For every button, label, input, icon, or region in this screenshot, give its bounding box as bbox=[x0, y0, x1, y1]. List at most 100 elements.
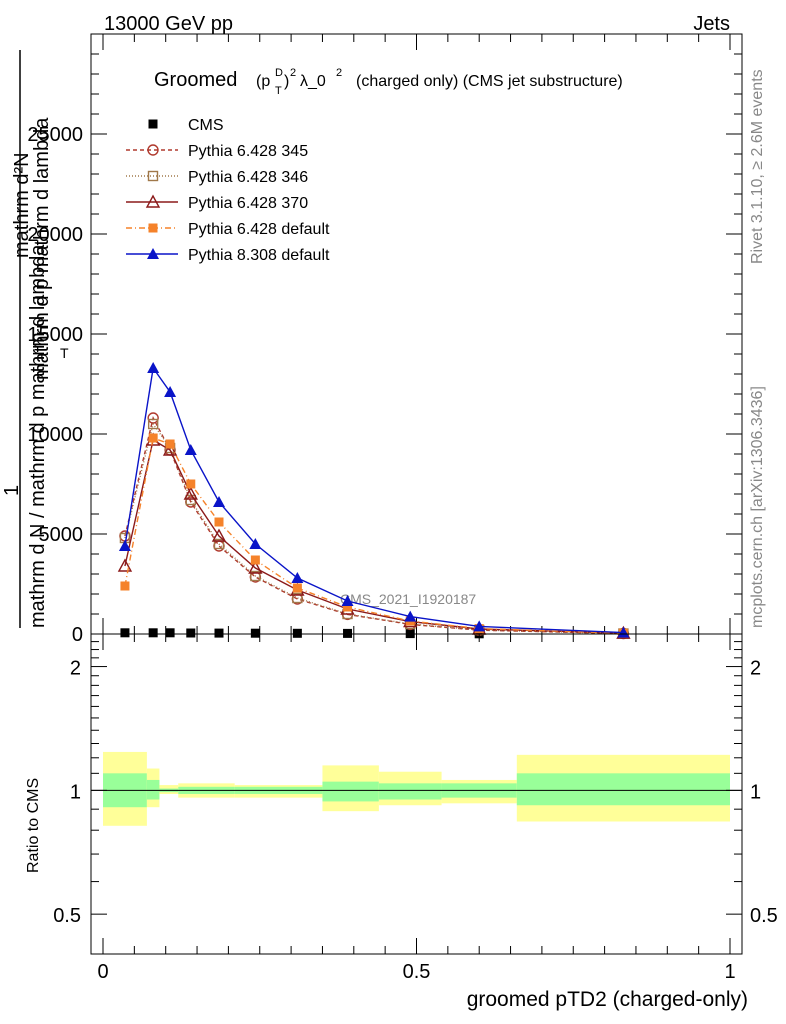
series-0-point bbox=[343, 628, 353, 638]
series-5-point bbox=[118, 540, 131, 551]
legend-marker bbox=[147, 170, 159, 182]
ratio-stat-band bbox=[378, 783, 442, 800]
series-4-point bbox=[148, 433, 158, 443]
main-ytick-label: 10000 bbox=[27, 424, 83, 446]
ratio-stat-band bbox=[322, 781, 379, 802]
legend-entry: Pythia 6.428 346 bbox=[126, 169, 308, 186]
legend-entry: Pythia 8.308 default bbox=[126, 247, 330, 264]
ratio-ylabel: Ratio to CMS bbox=[25, 778, 42, 873]
main-ytick-label: 5000 bbox=[39, 524, 84, 546]
series-2-point bbox=[147, 418, 159, 430]
y-axis-label: mathrm d²N mathrm d p mathrm d lambda 1 … bbox=[1, 50, 69, 628]
series-3-point bbox=[183, 486, 198, 500]
series-5-point bbox=[164, 386, 177, 397]
title-formula-p: (p bbox=[256, 73, 270, 90]
legend-marker bbox=[148, 119, 158, 129]
series-4-point bbox=[214, 517, 224, 527]
ratio-xtick-label: 1 bbox=[724, 961, 735, 983]
series-4-point bbox=[250, 555, 260, 565]
series-3-point bbox=[211, 528, 227, 542]
ratio-xtick-label: 0.5 bbox=[403, 961, 431, 983]
series-0-point bbox=[250, 628, 260, 638]
legend-label: Pythia 6.428 346 bbox=[188, 169, 308, 186]
series-line-2 bbox=[124, 422, 624, 635]
legend-label: CMS bbox=[188, 117, 224, 134]
series-3-point bbox=[248, 560, 263, 574]
legend-entry: Pythia 6.428 default bbox=[126, 221, 330, 238]
series-4-point bbox=[343, 602, 353, 612]
series-0-point bbox=[120, 628, 130, 638]
ratio-ytick-label-right: 0.5 bbox=[750, 905, 778, 927]
ylabel-dpt-dl: mathrm d p mathrm d lambda bbox=[31, 117, 53, 380]
series-4-point bbox=[186, 479, 196, 489]
x-axis-label: groomed pTD2 (charged-only) bbox=[467, 988, 748, 1011]
header-right: Jets bbox=[693, 13, 730, 35]
legend-label: Pythia 6.428 default bbox=[188, 221, 330, 238]
legend-marker bbox=[147, 144, 159, 156]
ratio-ytick-label-right: 2 bbox=[750, 658, 761, 680]
main-ytick-label: 25000 bbox=[27, 124, 83, 146]
title-formula-sup2: 2 bbox=[290, 67, 296, 79]
series-5-point bbox=[249, 538, 262, 549]
series-2-point bbox=[213, 538, 225, 550]
rivet-label: Rivet 3.1.10, ≥ 2.6M events bbox=[749, 69, 766, 264]
title-main: Groomed bbox=[154, 69, 237, 91]
series-0-point bbox=[186, 628, 196, 638]
ylabel-sub-t: T bbox=[60, 345, 69, 361]
series-3-point bbox=[117, 558, 133, 572]
ylabel-dn-dp: mathrm d N / mathrm d p mathrm d lambda bbox=[27, 244, 49, 628]
legend-entry: Pythia 6.428 345 bbox=[126, 143, 308, 160]
ylabel-d2n: mathrm d²N bbox=[11, 152, 33, 258]
mcplots-label: mcplots.cern.ch [arXiv:1306.3436] bbox=[749, 386, 766, 628]
series-0-point bbox=[292, 628, 302, 638]
legend-marker bbox=[147, 248, 159, 259]
watermark: CMS_2021_I1920187 bbox=[340, 591, 476, 607]
header-left: 13000 GeV pp bbox=[104, 13, 233, 35]
main-ytick-label: 15000 bbox=[27, 324, 83, 346]
legend-entry: CMS bbox=[148, 117, 224, 134]
ratio-plot: 0.5 0.5 1 1 2 2 0 0.5 1 Ratio to CMS groomed pT… bbox=[25, 633, 778, 1011]
title-formula-sub: T bbox=[275, 85, 282, 97]
main-plot: 0 5000 10000 15000 20000 25000 CMS_2021_I1920… bbox=[27, 33, 743, 646]
legend: CMS Pythia 6.428 345 Pythia 6.428 346 Pythi… bbox=[126, 117, 330, 264]
title-formula-rest: λ_0 bbox=[300, 73, 326, 90]
legend-marker bbox=[148, 223, 158, 233]
series-line-1 bbox=[124, 416, 624, 635]
title-formula-sup-d: D bbox=[275, 67, 283, 79]
ratio-ytick-label-right: 1 bbox=[750, 781, 761, 803]
main-ytick-label: 20000 bbox=[27, 224, 83, 246]
main-ytick-label: 0 bbox=[72, 624, 83, 646]
series-4-point bbox=[165, 439, 175, 449]
series-5-point bbox=[404, 610, 417, 622]
series-4-point bbox=[120, 581, 130, 591]
series-0-point bbox=[148, 628, 158, 638]
series-0-point bbox=[214, 628, 224, 638]
title-formula-close: ) bbox=[284, 73, 289, 90]
legend-label: Pythia 6.428 370 bbox=[188, 195, 308, 212]
ratio-ytick-label: 1 bbox=[70, 781, 81, 803]
ratio-stat-band bbox=[516, 773, 730, 806]
series-5-point bbox=[341, 595, 354, 606]
legend-marker bbox=[145, 194, 161, 208]
series-5-point bbox=[147, 362, 160, 373]
series-5-point bbox=[184, 444, 197, 455]
ratio-stat-band bbox=[146, 779, 160, 800]
series-2-point bbox=[292, 592, 303, 604]
title-formula-sup3: 2 bbox=[336, 67, 342, 79]
ylabel-one: 1 bbox=[1, 485, 23, 496]
legend-label: Pythia 8.308 default bbox=[188, 247, 330, 264]
series-0-point bbox=[165, 628, 175, 638]
plot-title: Groomed (p D T ) 2 λ_0 2 (charged only) … bbox=[154, 67, 623, 97]
legend-label: Pythia 6.428 345 bbox=[188, 143, 308, 160]
series-5-point bbox=[473, 620, 486, 632]
series-5-point bbox=[291, 572, 304, 583]
ratio-xtick-label: 0 bbox=[97, 961, 108, 983]
series-1-point bbox=[213, 540, 225, 552]
series-5-point bbox=[617, 626, 630, 638]
ratio-ytick-label: 2 bbox=[70, 658, 81, 680]
series-4-point bbox=[292, 583, 302, 593]
series-2-point bbox=[250, 570, 261, 582]
series-5-point bbox=[212, 496, 225, 507]
legend-entry: Pythia 6.428 370 bbox=[126, 194, 308, 212]
